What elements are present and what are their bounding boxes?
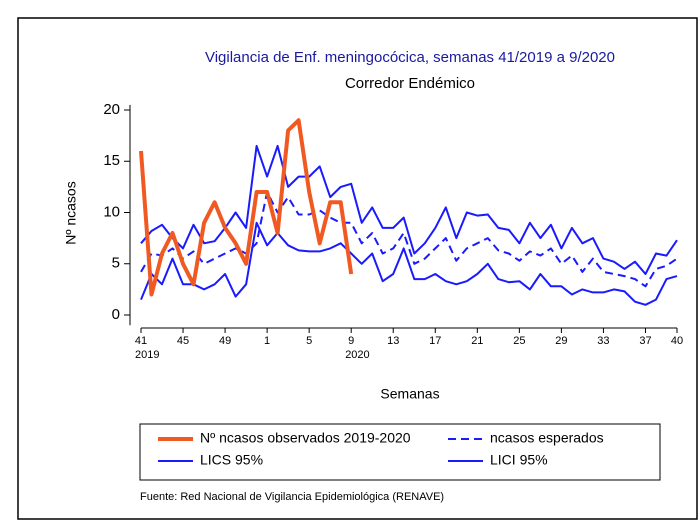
series-line (139, 118, 354, 297)
legend-label: Nº ncasos observados 2019-2020 (200, 430, 411, 446)
y-tick-label: 0 (112, 306, 120, 323)
chart-subtitle: Corredor Endémico (345, 75, 475, 92)
legend-label: LICI 95% (490, 452, 548, 468)
x-tick-label: 13 (387, 335, 399, 347)
y-tick-label: 5 (112, 255, 120, 272)
x-tick-label: 29 (555, 335, 567, 347)
series-line (140, 191, 678, 288)
x-tick-label: 40 (671, 335, 683, 347)
x-tick-label: 41 (135, 335, 147, 347)
y-tick-label: 10 (103, 203, 120, 220)
x-tick-label: 5 (306, 335, 312, 347)
source-note: Fuente: Red Nacional de Vigilancia Epide… (140, 491, 444, 503)
x-tick-label: 37 (639, 335, 651, 347)
legend-box (139, 423, 661, 481)
x-tick-label: 1 (264, 335, 270, 347)
series-line (140, 144, 678, 275)
year-label: 2019 (135, 349, 159, 361)
legend-label: LICS 95% (200, 452, 263, 468)
series-line (140, 221, 678, 306)
year-label: 2020 (345, 349, 369, 361)
x-tick-label: 25 (513, 335, 525, 347)
chart-title: Vigilancia de Enf. meningocócica, semana… (205, 49, 615, 66)
x-tick-label: 33 (597, 335, 609, 347)
legend-label: ncasos esperados (490, 430, 604, 446)
x-axis-label: Semanas (380, 386, 439, 402)
x-tick-label: 49 (219, 335, 231, 347)
x-tick-label: 17 (429, 335, 441, 347)
y-tick-label: 15 (103, 152, 120, 169)
x-tick-label: 45 (177, 335, 189, 347)
y-axis-label: Nº ncasos (63, 181, 79, 244)
x-tick-label: 9 (348, 335, 354, 347)
y-tick-label: 20 (103, 101, 120, 118)
x-tick-label: 21 (471, 335, 483, 347)
